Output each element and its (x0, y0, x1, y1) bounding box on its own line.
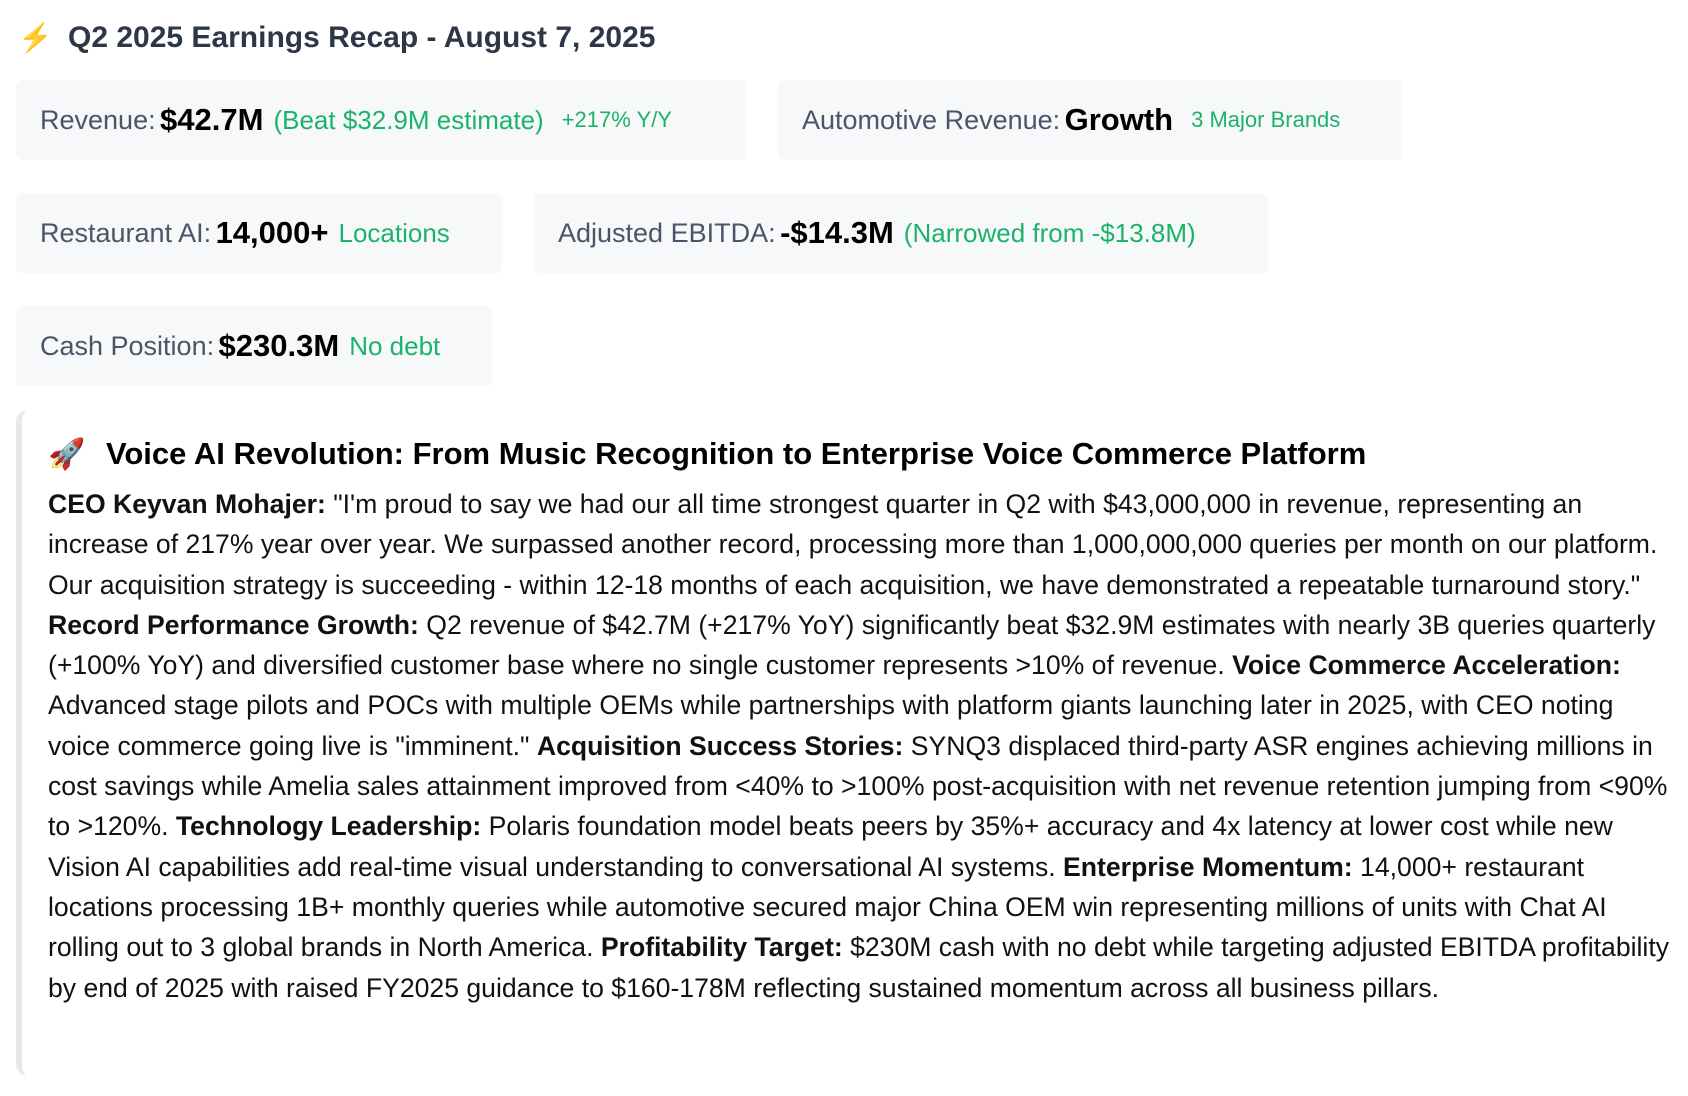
metric-change: +217% Y/Y (561, 107, 672, 132)
paragraph-heading: CEO Keyvan Mohajer: (48, 489, 326, 519)
metric-note: Locations (338, 217, 450, 248)
metric-card-revenue: Revenue: $42.7M (Beat $32.9M estimate) +… (16, 80, 746, 160)
metric-label: Revenue: (40, 104, 156, 135)
metric-note: 3 Major Brands (1191, 107, 1341, 132)
paragraph-text: Advanced stage pilots and POCs with mult… (48, 690, 1614, 761)
paragraph-text: Polaris foundation model beats peers by … (48, 811, 1613, 882)
paragraph-heading: Voice Commerce Acceleration: (1232, 650, 1621, 681)
paragraph-heading: Record Performance Growth: (48, 609, 419, 640)
paragraph-text: "I'm proud to say we had our all time st… (48, 489, 1658, 600)
metric-value: $230.3M (218, 328, 340, 363)
metric-label: Restaurant AI: (40, 217, 212, 248)
metric-label: Cash Position: (40, 330, 215, 361)
paragraph-text: Q2 revenue of $42.7M (+217% YoY) signifi… (48, 609, 1656, 681)
recap-header: ⚡ Q2 2025 Earnings Recap - August 7, 202… (18, 18, 655, 58)
metric-card-automotive: Automotive Revenue: Growth 3 Major Brand… (778, 80, 1402, 160)
voice-ai-section: 🚀 Voice AI Revolution: From Music Recogn… (16, 410, 1676, 1076)
rocket-icon: 🚀 (48, 437, 86, 471)
metric-note: (Narrowed from -$13.8M) (903, 217, 1196, 248)
section-title: Voice AI Revolution: From Music Recognit… (106, 436, 1367, 471)
section-header: 🚀 Voice AI Revolution: From Music Recogn… (48, 434, 1666, 474)
paragraph-text: SYNQ3 displaced third-party ASR engines … (48, 730, 1668, 842)
metric-note: (Beat $32.9M estimate) (273, 104, 544, 135)
metric-value: 14,000+ (215, 215, 329, 250)
paragraph-heading: Acquisition Success Stories: (536, 730, 904, 761)
metric-card-cash: Cash Position: $230.3M No debt (16, 306, 492, 386)
paragraph-text: 14,000+ restaurant locations processing … (48, 851, 1607, 963)
metric-card-ebitda: Adjusted EBITDA: -$14.3M (Narrowed from … (534, 193, 1268, 273)
metric-label: Automotive Revenue: (802, 104, 1061, 135)
lightning-icon: ⚡ (18, 22, 53, 53)
metric-label: Adjusted EBITDA: (558, 217, 776, 248)
page-title: Q2 2025 Earnings Recap - August 7, 2025 (68, 21, 656, 54)
paragraph-heading: Profitability Target: (600, 932, 843, 963)
metric-card-restaurant: Restaurant AI: 14,000+ Locations (16, 193, 502, 273)
paragraph-text: $230M cash with no debt while targeting … (48, 932, 1670, 1003)
paragraph-heading: Technology Leadership: (175, 811, 482, 842)
section-body: CEO Keyvan Mohajer: "I'm proud to say we… (48, 484, 1680, 1008)
metric-value: -$14.3M (780, 215, 894, 250)
metric-value: Growth (1064, 102, 1174, 137)
paragraph-heading: Enterprise Momentum: (1063, 851, 1353, 882)
metric-value: $42.7M (160, 102, 264, 137)
metric-note: No debt (349, 330, 441, 361)
